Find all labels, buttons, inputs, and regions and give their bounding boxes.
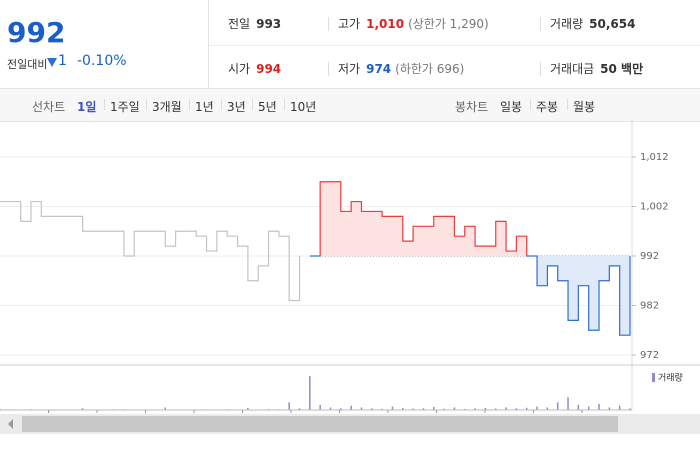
separator bbox=[146, 99, 147, 110]
separator bbox=[530, 99, 531, 110]
stat-value: 50 백만 bbox=[600, 62, 644, 76]
change: 1 bbox=[58, 53, 67, 69]
price-line bbox=[0, 200, 301, 302]
stat-label: 거래대금 bbox=[550, 62, 595, 76]
area-up bbox=[309, 181, 630, 256]
separator bbox=[540, 62, 541, 76]
change-label: 전일대비 bbox=[7, 58, 48, 71]
period-tab[interactable]: 5년 bbox=[258, 100, 277, 114]
stat-label: 전일 bbox=[228, 17, 251, 31]
stat-label: 시가 bbox=[228, 62, 251, 76]
current-price: 992 bbox=[7, 16, 66, 49]
separator bbox=[328, 17, 329, 31]
y-tick-label: 982 bbox=[640, 301, 659, 312]
stat-value: 974 bbox=[366, 62, 392, 76]
scroll-thumb[interactable] bbox=[22, 416, 618, 432]
period-tab[interactable]: 1일 bbox=[77, 100, 97, 114]
candle-tab[interactable]: 월봉 bbox=[573, 100, 596, 114]
change-rate: -0.10% bbox=[77, 53, 127, 69]
separator bbox=[104, 99, 105, 110]
stat: 시가 994 bbox=[228, 60, 281, 77]
period-tab[interactable]: 10년 bbox=[290, 100, 317, 114]
stat-value: 1,010 bbox=[366, 17, 405, 31]
down-arrow bbox=[47, 58, 57, 67]
separator bbox=[252, 99, 253, 110]
separator bbox=[221, 99, 222, 110]
candle-tab[interactable]: 일봉 bbox=[500, 100, 523, 114]
y-tick-label: 992 bbox=[640, 251, 659, 262]
area-down bbox=[309, 256, 630, 336]
price-line-down bbox=[309, 256, 631, 336]
candle-tab[interactable]: 주봉 bbox=[536, 100, 559, 114]
chart: 1,012 1,002 992 982 972 거래량 bbox=[0, 120, 700, 434]
stat: 거래량 50,654 bbox=[550, 15, 635, 32]
separator bbox=[189, 99, 190, 110]
stat-value: 994 bbox=[256, 62, 282, 76]
period-tab[interactable]: 3년 bbox=[227, 100, 246, 114]
tab-group-label: 선차트 bbox=[32, 100, 66, 114]
stat-label: 저가 bbox=[338, 62, 361, 76]
separator bbox=[567, 99, 568, 110]
scroll-left[interactable] bbox=[8, 419, 13, 429]
separator bbox=[284, 99, 285, 110]
tab-bar: 선차트 1일 1주일 3개월 1년 3년 5년 10년 봉차트 일봉 주봉 월봉 bbox=[0, 88, 700, 122]
legend-swatch bbox=[652, 373, 655, 382]
y-tick-label: 1,002 bbox=[640, 202, 669, 213]
period-tab[interactable]: 1주일 bbox=[110, 100, 140, 114]
stat-note: (상한가 1,290) bbox=[408, 17, 489, 31]
stat-note: (하한가 696) bbox=[395, 62, 465, 76]
price-line-up bbox=[309, 181, 631, 256]
row-divider bbox=[209, 45, 700, 46]
stat: 거래대금 50 백만 bbox=[550, 60, 643, 77]
separator bbox=[328, 62, 329, 76]
y-tick-label: 1,012 bbox=[640, 152, 669, 163]
separator bbox=[540, 17, 541, 31]
stat-label: 거래량 bbox=[550, 17, 584, 31]
period-tab[interactable]: 3개월 bbox=[152, 100, 182, 114]
stat-value: 993 bbox=[256, 17, 282, 31]
tab-group-label: 봉차트 bbox=[455, 100, 489, 114]
period-tab[interactable]: 1년 bbox=[195, 100, 214, 114]
stat: 전일 993 bbox=[228, 15, 281, 32]
stat-label: 고가 bbox=[338, 17, 361, 31]
stat: 저가 974 (하한가 696) bbox=[338, 60, 464, 77]
price-panel: 992 전일대비 1 -0.10% bbox=[0, 0, 209, 88]
y-tick-label: 972 bbox=[640, 350, 659, 361]
legend-label: 거래량 bbox=[658, 372, 683, 384]
stat-value: 50,654 bbox=[589, 17, 636, 31]
stat: 고가 1,010 (상한가 1,290) bbox=[338, 15, 489, 32]
